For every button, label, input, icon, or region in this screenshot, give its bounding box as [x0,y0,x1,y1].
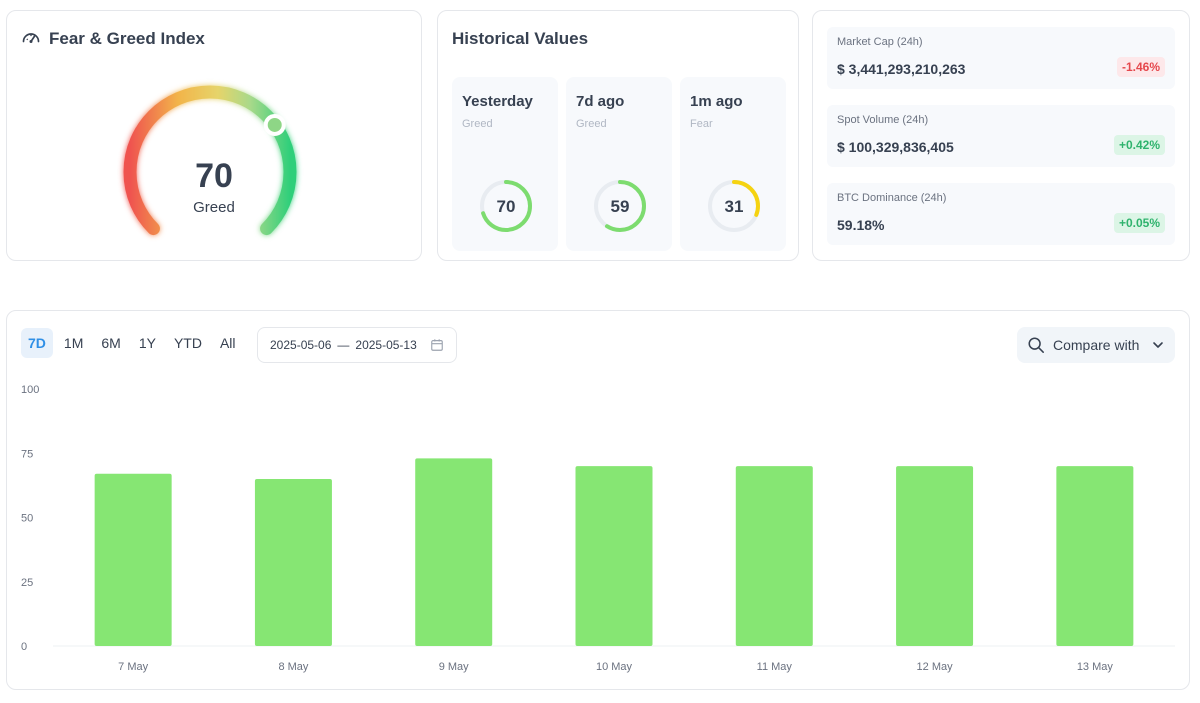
spot-volume-label: Spot Volume (24h) [837,114,929,126]
historical-title: Historical Values [452,29,589,48]
market-cap-change-badge: -1.46% [1116,57,1165,77]
gauge-marker [263,113,286,136]
fear-greed-title: Fear & Greed Index [49,29,205,48]
btc-dominance-value: 59.18% [837,217,885,233]
market-cap-value: $ 3,441,293,210,263 [837,61,966,77]
market-stats-card: Market Cap (24h) $ 3,441,293,210,263 -1.… [812,10,1190,261]
range-tab-6m[interactable]: 6M [101,335,121,351]
x-tick-label: 10 May [596,661,633,673]
bar[interactable] [1056,466,1134,646]
historical-item-1m: 1m ago Fear 31 [680,77,786,251]
x-tick-label: 13 May [1077,661,1114,673]
history-chart-card: 7D 1M 6M 1Y YTD All 2025-05-06 — 2025-05… [6,310,1190,690]
x-tick-label: 7 May [118,661,148,673]
historical-ring: 59 [594,180,646,232]
x-tick-label: 12 May [917,661,954,673]
historical-sentiment: Greed [462,118,493,130]
historical-sentiment: Fear [690,118,713,130]
date-separator: — [337,338,350,352]
spot-volume-value: $ 100,329,836,405 [837,139,954,155]
ring-value: 59 [611,197,630,216]
date-start: 2025-05-06 [270,338,332,352]
historical-label: 1m ago [690,93,743,110]
btc-dominance-label: BTC Dominance (24h) [837,192,947,204]
search-icon [1028,337,1044,353]
range-tab-1y[interactable]: 1Y [138,335,156,351]
chevron-down-icon [1153,342,1163,348]
range-tab-7d[interactable]: 7D [21,328,53,358]
x-tick-label: 11 May [757,661,793,673]
range-tabs: 7D 1M 6M 1Y YTD All [21,328,243,358]
btc-dominance-item: BTC Dominance (24h) 59.18% +0.05% [827,183,1175,245]
historical-values-card: Historical Values Yesterday Greed 70 7d … [437,10,799,261]
market-cap-item: Market Cap (24h) $ 3,441,293,210,263 -1.… [827,27,1175,89]
y-tick-label: 0 [21,641,27,653]
gauge-value: 70 [195,157,233,195]
btc-dominance-change-badge: +0.05% [1113,213,1165,233]
historical-sentiment: Greed [576,118,607,130]
x-tick-label: 8 May [278,661,308,673]
bar[interactable] [254,478,332,646]
bar[interactable] [415,458,493,646]
y-tick-label: 75 [21,448,33,460]
fear-greed-header: Fear & Greed Index [21,29,205,49]
historical-item-yesterday: Yesterday Greed 70 [452,77,558,251]
date-end: 2025-05-13 [355,338,417,352]
market-cap-label: Market Cap (24h) [837,36,923,48]
y-tick-label: 25 [21,577,33,589]
date-range-picker[interactable]: 2025-05-06 — 2025-05-13 [257,327,457,363]
ring-progress [480,180,532,232]
fear-greed-gauge [123,85,297,236]
historical-item-7d: 7d ago Greed 59 [566,77,672,251]
ring-progress [594,180,646,232]
gauge-icon [22,33,40,43]
historical-ring: 70 [480,180,532,232]
ring-progress [708,180,760,232]
compare-with-label: Compare with [1053,337,1140,353]
range-tab-1m[interactable]: 1M [63,335,84,351]
historical-ring: 31 [708,180,760,232]
calendar-icon [431,339,443,351]
y-tick-label: 50 [21,513,33,525]
fear-greed-bar-chart: 0 25 50 75 100 7 May 8 May 9 May 10 May 11 May 12 … [21,384,1175,673]
x-tick-label: 9 May [439,661,469,673]
bar[interactable] [94,473,172,646]
spot-volume-change-badge: +0.42% [1113,135,1165,155]
compare-with-dropdown[interactable]: Compare with [1017,327,1175,363]
bar[interactable] [896,466,974,646]
historical-label: 7d ago [576,93,625,110]
ring-value: 70 [497,197,516,216]
ring-value: 31 [725,197,744,216]
spot-volume-item: Spot Volume (24h) $ 100,329,836,405 +0.4… [827,105,1175,167]
y-tick-label: 100 [21,384,39,396]
fear-greed-card: Fear & Greed Index 70 Greed [6,10,422,261]
gauge-label: Greed [193,199,235,216]
range-tab-all[interactable]: All [219,335,236,351]
gauge-arc [123,85,297,236]
bar[interactable] [735,466,813,646]
historical-label: Yesterday [462,93,533,110]
range-tab-ytd[interactable]: YTD [173,335,202,351]
bar[interactable] [575,466,653,646]
